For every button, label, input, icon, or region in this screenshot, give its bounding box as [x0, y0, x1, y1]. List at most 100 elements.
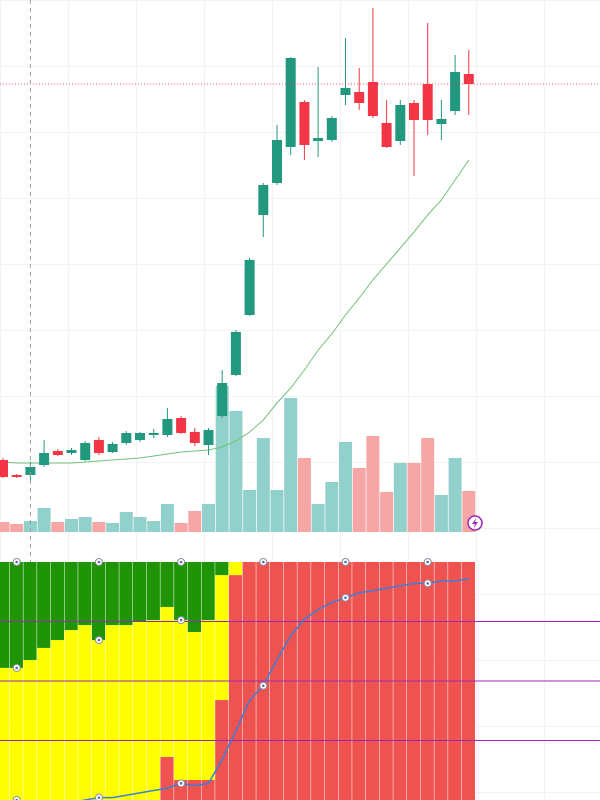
stack-segment: [91, 562, 106, 641]
moving-average: [2, 159, 470, 464]
candle-body: [39, 453, 50, 465]
stack-segment: [78, 562, 92, 626]
marker-dot: [15, 666, 18, 670]
candle-body: [258, 185, 269, 215]
candle-body: [395, 105, 406, 141]
stack-segment: [174, 620, 188, 781]
candle-body: [381, 123, 392, 147]
volume-bar: [366, 436, 380, 532]
candle-body: [422, 84, 433, 120]
stack-segment: [187, 631, 201, 781]
stack-segment: [105, 625, 119, 800]
stack-segment: [146, 562, 160, 621]
stack-segment: [160, 606, 174, 757]
marker-dot: [426, 560, 430, 564]
volume-bar: [78, 517, 92, 532]
stack-segment: [215, 562, 229, 576]
volume-bar: [10, 524, 24, 532]
stack-segment: [187, 780, 201, 800]
stack-segment: [50, 640, 64, 800]
volume-bar: [352, 468, 366, 532]
marker-dot: [179, 782, 183, 785]
volume-bar: [407, 463, 421, 532]
stack-segment: [187, 562, 201, 632]
candle-body: [230, 332, 241, 375]
stack-segment: [91, 640, 106, 800]
volume-bar: [311, 504, 325, 532]
marker-dot: [179, 618, 183, 622]
candle-body: [176, 418, 187, 433]
volume-bar: [202, 504, 215, 532]
candle-body: [217, 383, 228, 416]
candle-body: [66, 450, 77, 453]
stack-segment: [201, 562, 215, 621]
stack-segment: [9, 667, 23, 800]
stack-segment: [105, 562, 119, 626]
candle-body: [25, 467, 36, 475]
volume-bar: [339, 442, 352, 532]
stack-segment: [215, 700, 229, 800]
candle-body: [148, 433, 159, 435]
volume-bar: [119, 512, 133, 532]
candle-body: [135, 433, 145, 440]
candle-body: [436, 119, 447, 124]
volume-bar: [147, 521, 161, 532]
volume-bar: [297, 458, 311, 532]
candle-body: [367, 82, 378, 116]
volume-bar: [380, 492, 394, 532]
marker-dot: [15, 560, 18, 564]
stack-segment: [9, 562, 23, 668]
stack-segment: [201, 620, 215, 781]
marker-dot: [97, 796, 101, 799]
volume-bar: [325, 482, 339, 532]
volume-bar: [51, 522, 65, 532]
candle-body: [121, 433, 132, 443]
stack-segment: [23, 562, 37, 661]
candle-body: [11, 475, 22, 477]
stack-segment: [119, 625, 133, 800]
stack-segment: [215, 575, 229, 701]
candle-body: [107, 444, 118, 452]
stack-segment: [37, 562, 51, 648]
volume-bar: [133, 517, 147, 532]
stack-segment: [160, 562, 174, 607]
stack-segment: [23, 660, 37, 800]
volume-bar: [256, 438, 270, 532]
volume-bar: [229, 411, 243, 532]
volume-bar: [174, 523, 188, 532]
stack-segment: [64, 630, 78, 800]
volume-bar: [92, 522, 106, 532]
stack-segment: [160, 756, 174, 800]
volume-bar: [448, 458, 462, 532]
volume-bar: [243, 490, 257, 532]
volume-bar: [434, 495, 448, 532]
stack-segment: [50, 562, 64, 641]
lightning-icon[interactable]: [467, 515, 483, 531]
candle-body: [340, 88, 351, 95]
stack-segment: [37, 647, 51, 800]
stack-segment: [119, 562, 133, 626]
candle-body: [0, 460, 8, 477]
marker-dot: [262, 684, 265, 688]
volume-bar: [421, 438, 435, 532]
stack-segment: [0, 667, 10, 800]
oscillator-line: [14, 577, 469, 800]
volume-bar: [215, 386, 229, 532]
candle-body: [80, 443, 91, 460]
candle-body: [52, 451, 63, 455]
stack-segment: [228, 575, 243, 800]
candle-body: [409, 103, 419, 120]
candle-body: [463, 74, 474, 84]
candle-body: [299, 102, 310, 145]
marker-dot: [262, 560, 265, 564]
candle-body: [450, 72, 461, 111]
volume-bar: [0, 522, 10, 532]
candle-body: [93, 440, 104, 453]
stack-segment: [64, 562, 78, 631]
marker-dot: [344, 560, 347, 564]
stack-segment: [201, 780, 215, 800]
volume-bar: [106, 523, 120, 532]
stack-segment: [0, 562, 10, 668]
